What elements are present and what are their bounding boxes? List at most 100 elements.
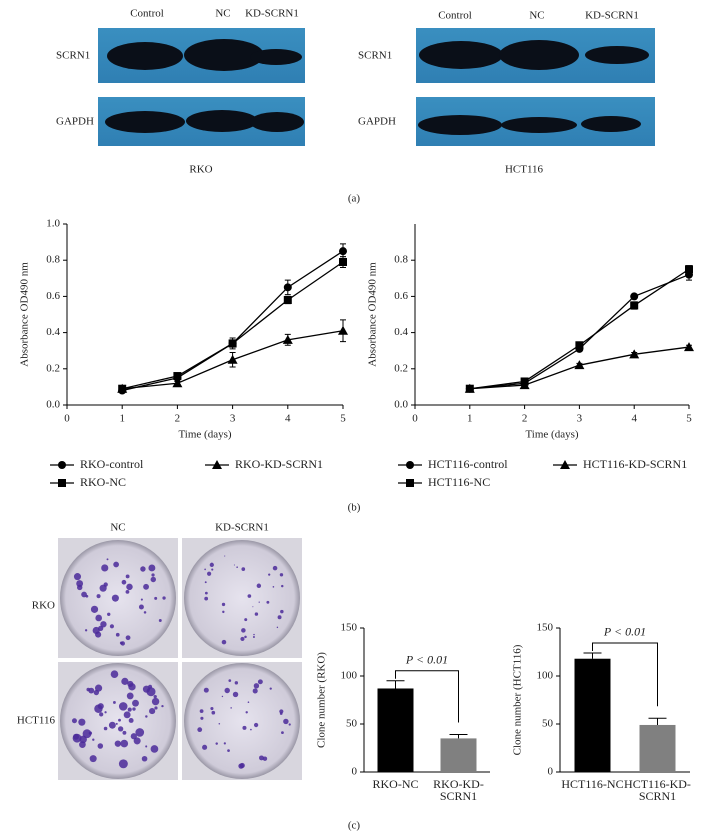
colony	[238, 763, 244, 769]
colony	[256, 583, 262, 588]
colony	[140, 566, 146, 572]
x-tick-label: 1	[119, 413, 125, 425]
colony	[135, 728, 145, 737]
colony	[258, 601, 260, 603]
row-label: GAPDH	[56, 116, 94, 128]
colony	[73, 733, 80, 740]
legend-label: RKO-control	[80, 457, 144, 471]
colony	[234, 681, 239, 685]
colony	[254, 612, 259, 616]
colony	[133, 737, 141, 745]
colony	[244, 618, 248, 622]
colony	[252, 606, 254, 608]
x-tick-label: 0	[64, 413, 70, 425]
colony	[126, 692, 134, 700]
colony	[113, 701, 116, 704]
y-tick-label: 0.8	[394, 254, 408, 266]
x-tick-label: 3	[577, 413, 583, 425]
legend-label: RKO-KD-SCRN1	[235, 457, 323, 471]
row-label: SCRN1	[358, 50, 392, 62]
marker	[629, 349, 640, 359]
dish	[60, 663, 176, 779]
marker	[172, 378, 183, 388]
colony	[81, 591, 87, 598]
colony	[227, 749, 230, 752]
marker	[574, 360, 585, 370]
marker	[283, 296, 292, 305]
colony	[221, 602, 226, 607]
colony	[119, 641, 123, 645]
column-label: KD-SCRN1	[215, 522, 269, 534]
colony	[99, 712, 104, 717]
colony	[204, 596, 209, 601]
error-bar	[386, 680, 405, 689]
colony	[84, 629, 88, 632]
colony	[230, 707, 232, 709]
colony	[128, 683, 136, 691]
dish	[184, 663, 300, 779]
lane-label: NC	[529, 10, 544, 22]
colony	[128, 718, 134, 723]
colony	[100, 621, 107, 628]
colony	[259, 755, 264, 761]
marker	[173, 372, 182, 381]
colony	[204, 591, 208, 595]
colony	[125, 574, 130, 579]
colony	[280, 609, 284, 614]
marker	[406, 479, 414, 487]
colony	[244, 635, 247, 639]
colony	[149, 708, 156, 715]
colony	[224, 687, 230, 694]
colony	[221, 695, 224, 698]
colony	[276, 626, 279, 629]
colony	[115, 722, 118, 725]
x-axis-label: Time (days)	[525, 429, 578, 441]
colony	[228, 679, 232, 682]
colony	[240, 636, 245, 642]
colony	[103, 726, 108, 731]
colony	[148, 684, 153, 689]
y-tick-label: 50	[542, 718, 554, 730]
colony	[122, 730, 127, 735]
colony	[247, 594, 252, 598]
colony	[272, 565, 278, 571]
colony	[95, 614, 102, 622]
x-tick-label: 2	[522, 413, 528, 425]
colony	[279, 709, 284, 714]
colony	[204, 568, 206, 571]
colony	[94, 684, 103, 692]
colony	[82, 729, 92, 739]
y-tick-label: 0.0	[46, 399, 60, 411]
colony-images	[58, 538, 302, 780]
colony	[269, 687, 272, 690]
marker	[212, 460, 222, 469]
x-axis-label: Time (days)	[178, 429, 231, 441]
colony	[211, 568, 214, 571]
x-tick-label-box: RKO-NC	[372, 778, 418, 790]
x-tick-label: 1	[467, 413, 473, 425]
colony	[145, 715, 148, 718]
annotation: P < 0.01	[405, 653, 448, 667]
colony	[109, 624, 115, 629]
colony	[250, 728, 252, 731]
colony	[272, 586, 275, 588]
colony	[118, 702, 128, 711]
colony	[118, 718, 121, 722]
colony	[252, 636, 255, 639]
colony	[232, 691, 239, 698]
colony	[211, 710, 216, 715]
annotation: P < 0.01	[603, 625, 646, 639]
error-bar	[583, 652, 602, 659]
colony	[140, 598, 143, 601]
lane-label: NC	[215, 8, 230, 20]
marker	[338, 325, 348, 335]
x-tick-label-box: HCT116-KD-SCRN1	[624, 778, 691, 802]
colony	[162, 596, 166, 600]
bar	[377, 688, 414, 772]
y-tick-label: 1.0	[46, 218, 60, 230]
colony	[207, 571, 212, 576]
x-tick-label: 4	[631, 413, 637, 425]
colony	[279, 573, 284, 577]
colony	[277, 615, 282, 620]
